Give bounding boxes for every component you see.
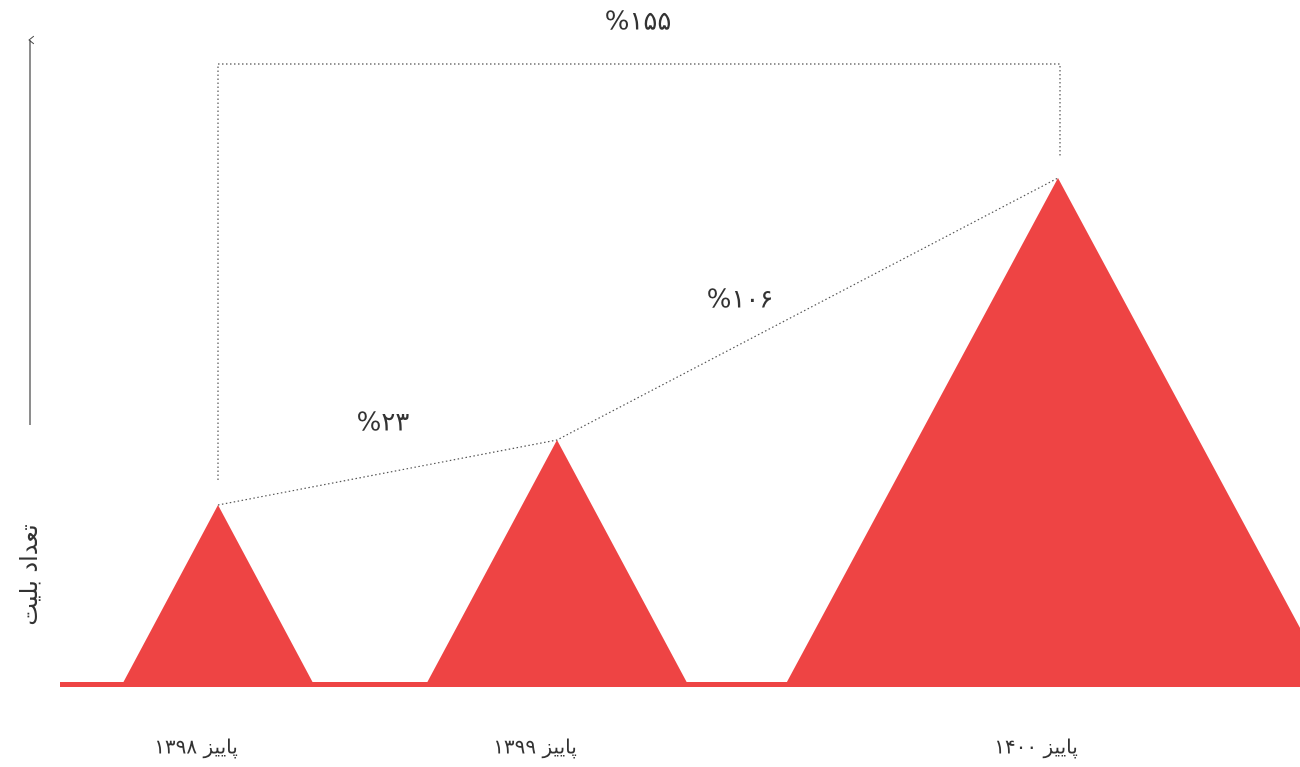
x-tick-label: پاییز ۱۳۹۸ [154,735,238,760]
triangle [424,440,690,687]
bracket [217,63,1061,480]
x-tick-label: پاییز ۱۳۹۹ [493,735,577,760]
annotation: %۱۵۵ [605,7,672,37]
x-tick-label: پاییز ۱۴۰۰ [994,735,1078,760]
triangle [784,178,1300,687]
y-axis-label: تعداد بلیت [15,524,43,625]
triangle [120,505,316,687]
growth-line [217,177,1059,506]
annotation: %۱۰۶ [707,285,774,315]
annotation: %۲۳ [357,408,410,438]
